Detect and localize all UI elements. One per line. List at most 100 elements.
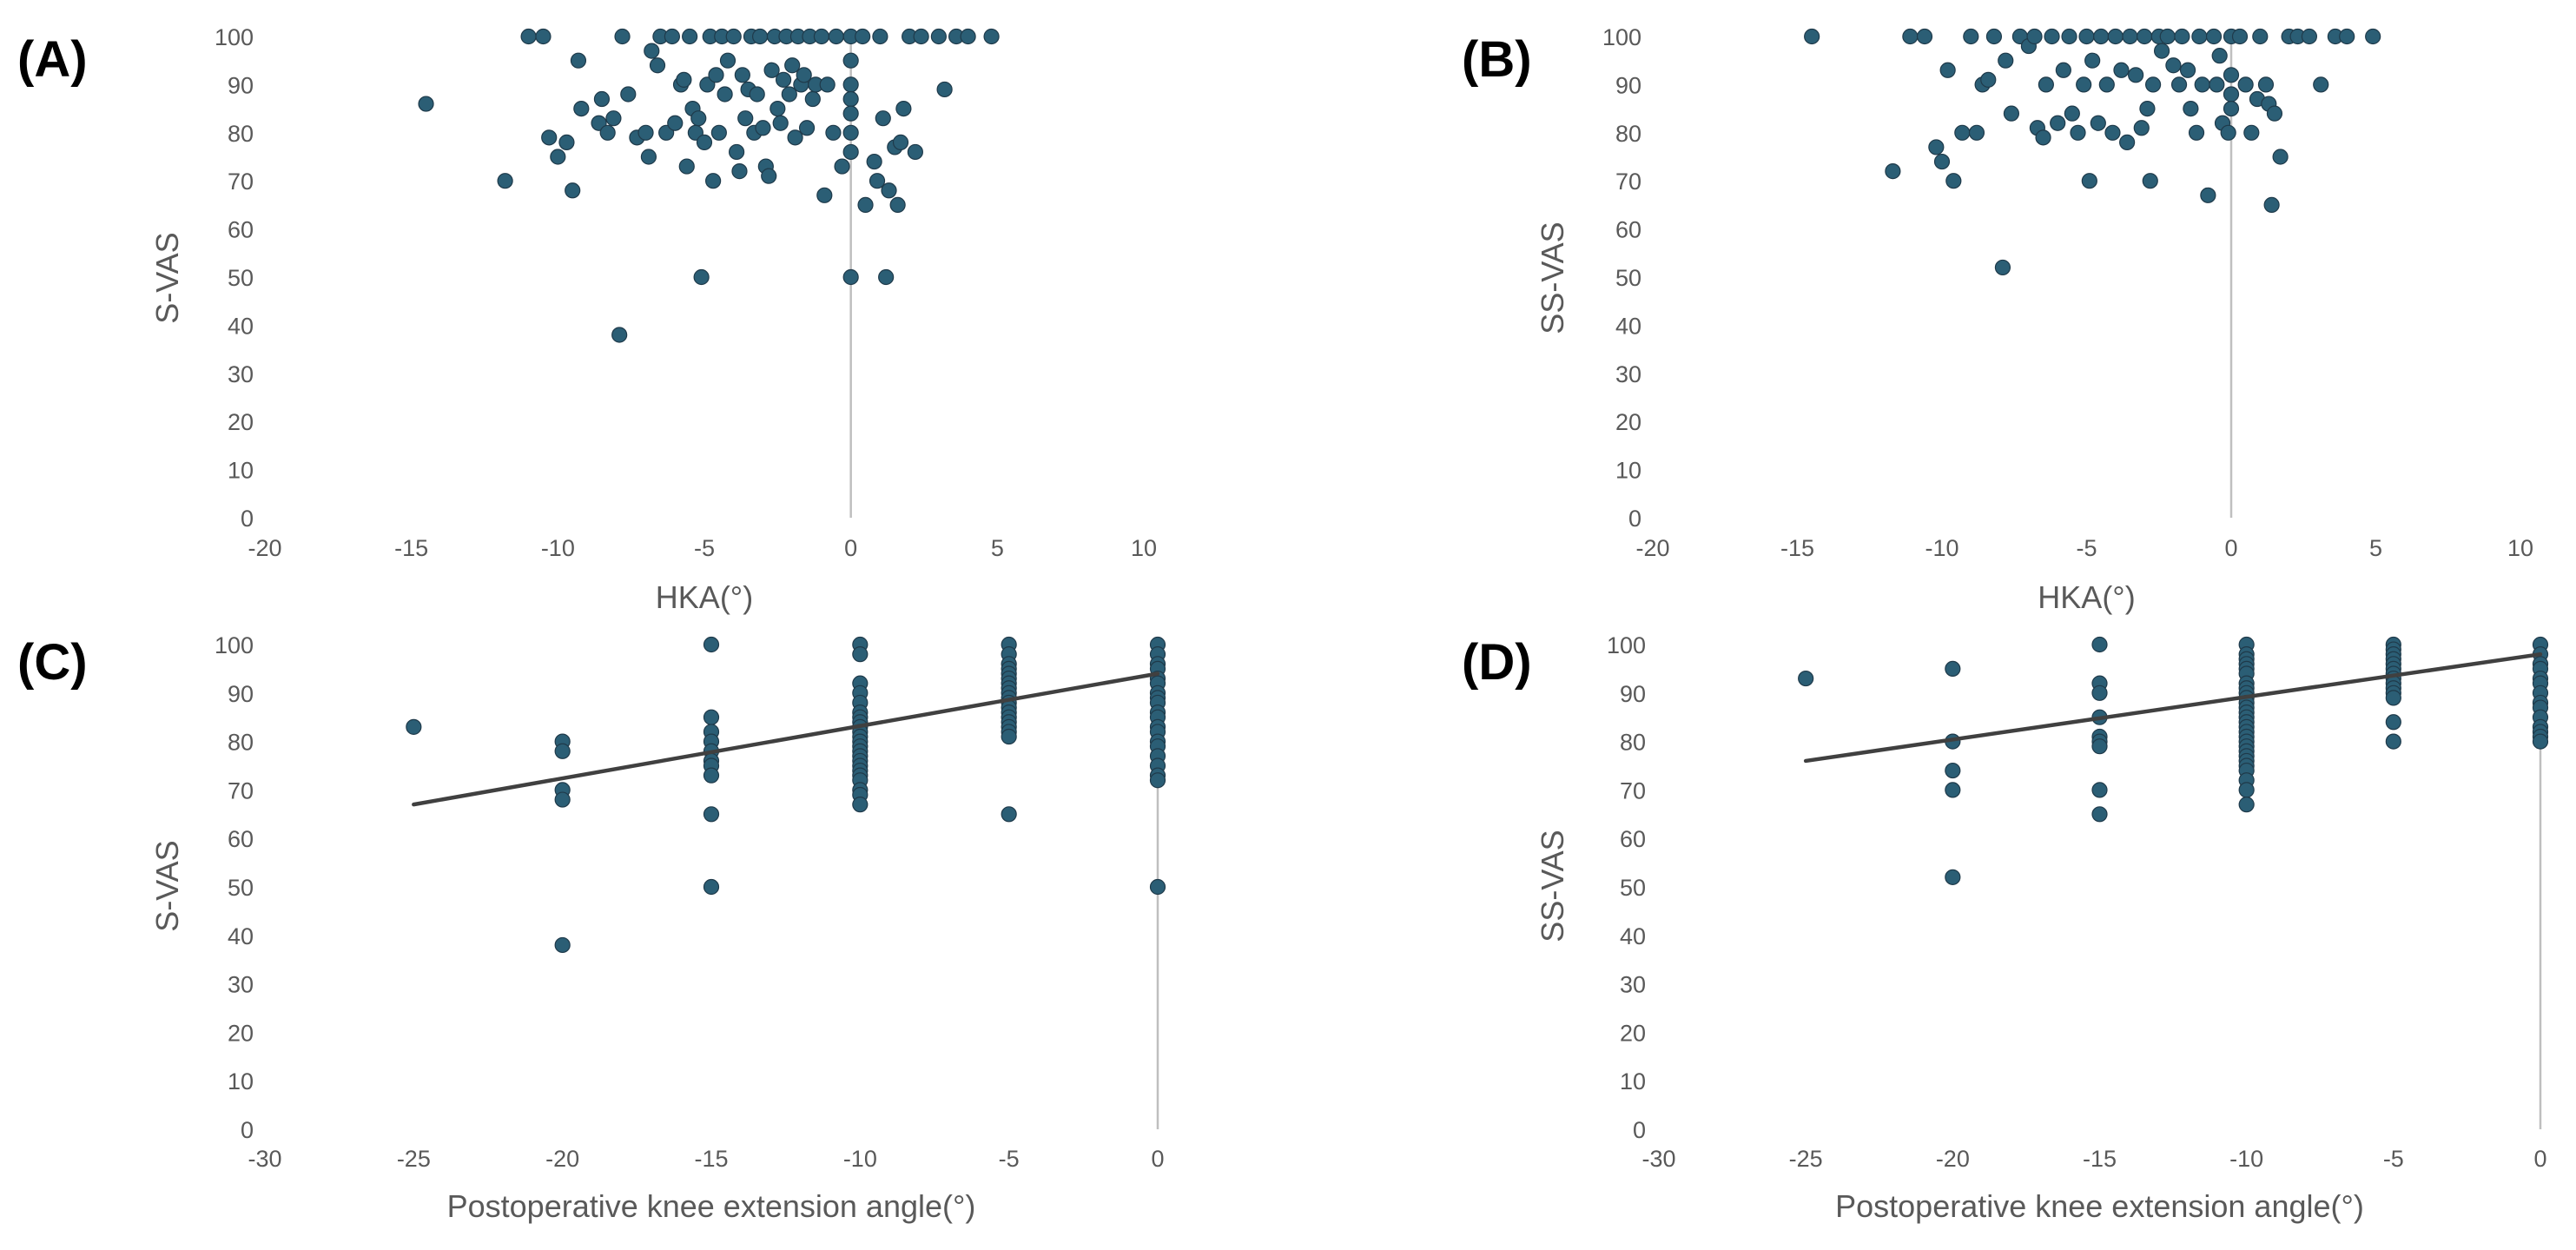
- data-point: [703, 709, 720, 725]
- y-tick-label: 50: [1615, 265, 1641, 291]
- y-tick-label: 100: [215, 24, 254, 50]
- data-point: [637, 124, 654, 141]
- y-tick-label: 90: [228, 72, 254, 98]
- data-point: [682, 28, 698, 45]
- data-point: [705, 173, 722, 189]
- data-point: [708, 67, 724, 83]
- x-tick-label: 0: [1151, 1146, 1164, 1172]
- data-point: [798, 120, 816, 136]
- data-point: [781, 86, 797, 103]
- data-point: [2137, 28, 2153, 45]
- data-point: [842, 143, 859, 161]
- data-point: [930, 28, 947, 45]
- data-point: [842, 268, 859, 286]
- data-point: [703, 636, 720, 653]
- data-point: [614, 28, 631, 45]
- data-point: [2532, 733, 2549, 750]
- x-axis-title: HKA(°): [656, 579, 753, 615]
- x-tick-label: 0: [844, 535, 857, 561]
- data-point: [2107, 28, 2124, 45]
- data-point: [2142, 173, 2158, 189]
- data-point: [2179, 62, 2196, 78]
- data-point: [690, 110, 707, 127]
- data-point: [804, 90, 821, 108]
- data-point: [520, 28, 537, 45]
- data-point: [2091, 738, 2108, 755]
- data-point: [2081, 173, 2097, 189]
- x-tick-label: -15: [394, 535, 428, 561]
- data-point: [640, 149, 657, 165]
- x-tick-label: -5: [694, 535, 715, 561]
- data-point: [895, 100, 912, 117]
- data-point: [667, 115, 684, 131]
- data-point: [1933, 153, 1951, 170]
- data-point: [2035, 129, 2051, 146]
- x-tick-label: -20: [1635, 535, 1669, 561]
- y-tick-label: 10: [228, 1068, 254, 1095]
- data-point: [772, 115, 789, 131]
- data-point: [2064, 105, 2080, 122]
- data-point: [573, 100, 590, 117]
- data-point: [2220, 124, 2236, 141]
- x-axis-title: Postoperative knee extension angle(°): [1835, 1188, 2364, 1224]
- data-point: [2385, 714, 2401, 731]
- y-tick-label: 70: [1615, 169, 1641, 195]
- data-point: [2237, 76, 2254, 93]
- data-point: [2191, 28, 2208, 45]
- data-point: [842, 124, 859, 141]
- data-point: [2091, 806, 2108, 823]
- x-tick-label: -20: [1936, 1146, 1970, 1172]
- data-point: [2272, 149, 2289, 165]
- data-point: [2055, 62, 2071, 78]
- y-tick-label: 20: [1620, 1020, 1646, 1046]
- y-tick-label: 50: [228, 265, 254, 291]
- data-point: [2133, 120, 2150, 136]
- x-axis-title: HKA(°): [2038, 579, 2135, 615]
- panel-label: (B): [1462, 31, 1532, 88]
- data-point: [2093, 28, 2110, 45]
- y-tick-label: 30: [1615, 361, 1641, 387]
- x-tick-label: -10: [2229, 1146, 2263, 1172]
- data-point: [1001, 806, 1017, 823]
- data-point: [2194, 76, 2210, 93]
- data-point: [1994, 259, 2011, 276]
- data-point: [2266, 105, 2283, 122]
- panel-d: (D) 0 10 20 30 40 50 60 70 80 90 100 -30 -25 -20 -15 -10…: [1462, 632, 2549, 1224]
- data-point: [1954, 124, 1971, 141]
- data-point: [749, 86, 765, 103]
- y-tick-label: 30: [1620, 972, 1646, 998]
- data-point: [1945, 869, 1961, 885]
- y-tick-label: 0: [1628, 506, 1641, 532]
- y-axis-title: S-VAS: [149, 840, 185, 931]
- data-point: [2231, 28, 2249, 45]
- y-tick-label: 40: [228, 923, 254, 949]
- data-point: [644, 43, 660, 59]
- data-point: [558, 134, 575, 150]
- y-axis-title: S-VAS: [149, 232, 185, 323]
- x-axis-title: Postoperative knee extension angle(°): [447, 1188, 976, 1224]
- y-tick-label: 60: [228, 826, 254, 852]
- x-tick-label: 0: [2224, 535, 2237, 561]
- y-tick-label: 10: [1620, 1068, 1646, 1095]
- data-point: [554, 743, 571, 759]
- y-tick-label: 60: [1615, 217, 1641, 243]
- data-point: [2122, 28, 2138, 45]
- panel-label: (A): [17, 31, 88, 88]
- y-axis-title: SS-VAS: [1535, 830, 1570, 942]
- y-tick-label: 90: [1615, 72, 1641, 98]
- y-tick-label: 30: [228, 972, 254, 998]
- data-point: [554, 936, 571, 954]
- data-point: [825, 124, 842, 141]
- data-point: [852, 797, 869, 813]
- data-point: [2238, 782, 2255, 798]
- data-point: [2061, 28, 2077, 45]
- data-point: [892, 134, 909, 150]
- y-tick-label: 100: [215, 632, 254, 658]
- data-point: [2144, 76, 2162, 93]
- y-tick-label: 20: [1615, 409, 1641, 435]
- y-tick-label: 20: [228, 409, 254, 435]
- data-point: [763, 62, 780, 78]
- data-point: [1980, 71, 1997, 88]
- data-point: [2170, 76, 2188, 93]
- data-point: [1916, 28, 1933, 45]
